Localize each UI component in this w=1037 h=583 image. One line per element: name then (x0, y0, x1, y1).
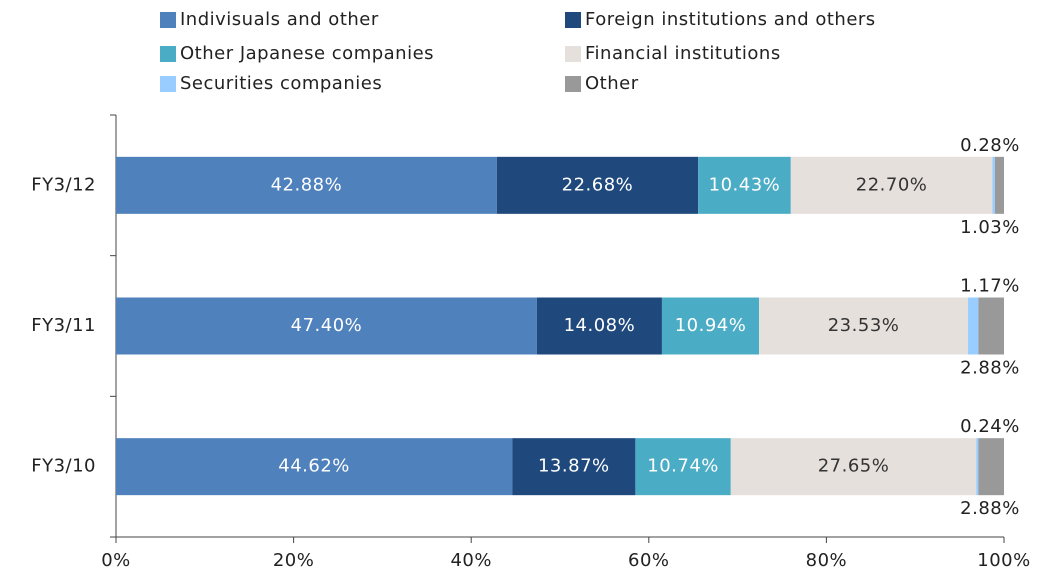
x-tick-label: 60% (628, 550, 670, 571)
data-label: 10.74% (647, 456, 719, 477)
bar-segment (116, 156, 497, 214)
data-label: 44.62% (278, 456, 350, 477)
legend-swatch (565, 12, 581, 28)
bar-segment (994, 156, 1004, 214)
data-label: 0.24% (960, 416, 1020, 437)
x-tick-label: 80% (806, 550, 848, 571)
x-tick-label: 20% (273, 550, 315, 571)
bar-segment (116, 297, 537, 355)
legend-swatch (160, 12, 176, 28)
data-label: 1.03% (960, 217, 1020, 238)
data-label: 0.28% (960, 135, 1020, 156)
bar-segment (992, 156, 995, 214)
data-label: 10.43% (709, 174, 781, 195)
bar-segment (512, 438, 636, 496)
data-label: 10.94% (675, 315, 747, 336)
bar-segment (976, 438, 979, 496)
bar-segment (730, 438, 977, 496)
y-tick-label: FY3/10 (31, 456, 96, 477)
bar-segment (759, 297, 969, 355)
bar-segment (116, 438, 513, 496)
bar-segment (536, 297, 662, 355)
legend-label: Other Japanese companies (180, 43, 434, 64)
data-label: 27.65% (818, 456, 890, 477)
data-label: 1.17% (960, 276, 1020, 297)
x-tick-label: 0% (101, 550, 131, 571)
bar-segment (978, 438, 1004, 496)
bar-segment (698, 156, 791, 214)
bar-segment (790, 156, 993, 214)
bar-segment (978, 297, 1004, 355)
bar-segment (968, 297, 979, 355)
legend-swatch (160, 76, 176, 92)
x-tick-label: 40% (450, 550, 492, 571)
data-label: 2.88% (960, 498, 1020, 519)
legend-swatch (160, 46, 176, 62)
x-tick-label: 100% (977, 550, 1030, 571)
bar-segment (661, 297, 760, 355)
legend-swatch (565, 46, 581, 62)
legend-swatch (565, 76, 581, 92)
data-label: 22.70% (856, 174, 928, 195)
legend-label: Financial institutions (585, 43, 781, 64)
y-tick-label: FY3/11 (31, 315, 96, 336)
data-label: 42.88% (271, 174, 343, 195)
y-tick-label: FY3/12 (31, 174, 96, 195)
data-label: 2.88% (960, 358, 1020, 379)
data-label: 23.53% (828, 315, 900, 336)
data-label: 22.68% (562, 174, 634, 195)
data-label: 47.40% (291, 315, 363, 336)
bar-segment (635, 438, 731, 496)
data-label: 13.87% (538, 456, 610, 477)
legend-label: Securities companies (180, 73, 382, 94)
legend-label: Other (585, 73, 639, 94)
data-label: 14.08% (564, 315, 636, 336)
legend-label: Indivisuals and other (180, 9, 379, 30)
legend-label: Foreign institutions and others (585, 9, 876, 30)
bar-segment (496, 156, 699, 214)
